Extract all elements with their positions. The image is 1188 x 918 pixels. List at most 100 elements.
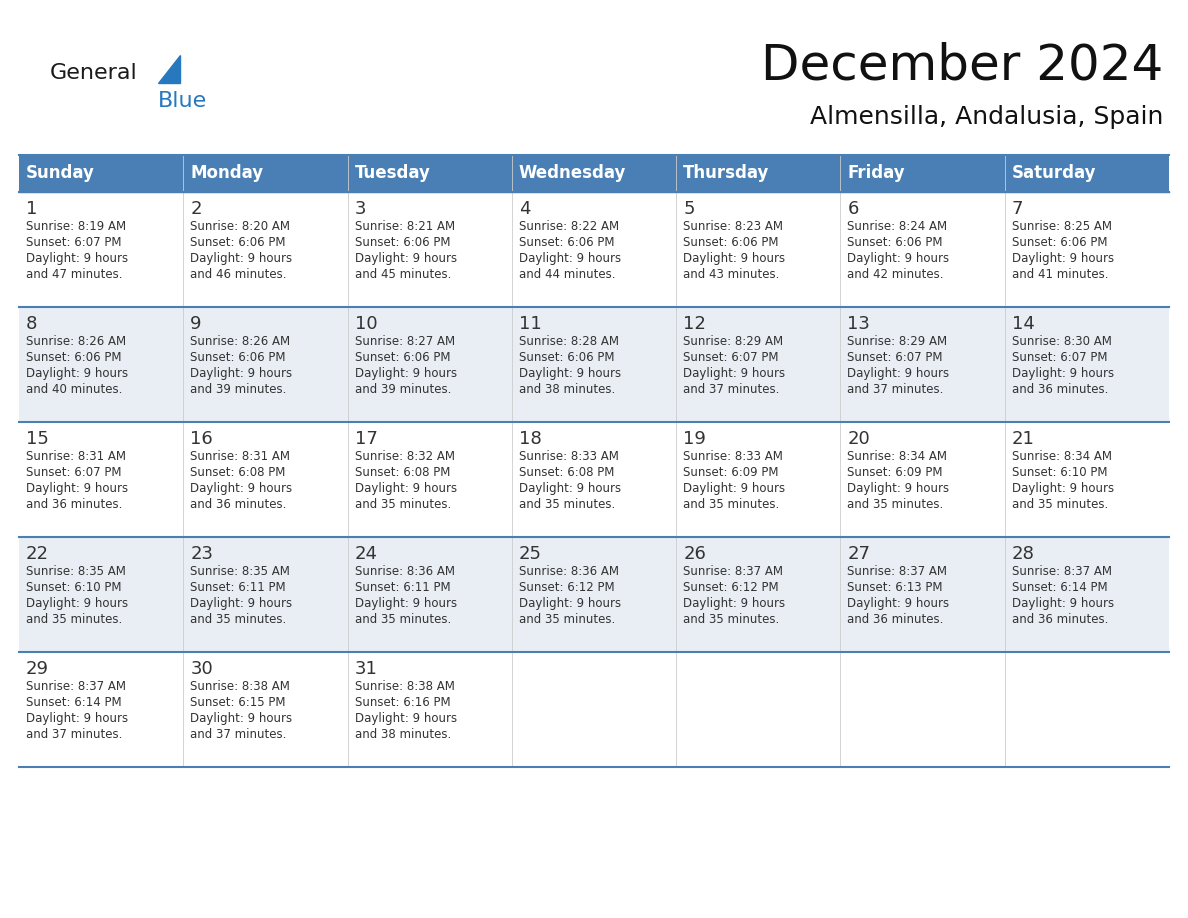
Bar — [348, 307, 512, 422]
Bar — [676, 652, 840, 767]
Text: and 41 minutes.: and 41 minutes. — [1012, 268, 1108, 281]
Text: Sunset: 6:06 PM: Sunset: 6:06 PM — [519, 351, 614, 364]
Text: and 36 minutes.: and 36 minutes. — [26, 498, 122, 511]
Text: and 35 minutes.: and 35 minutes. — [1012, 498, 1108, 511]
Text: Sunset: 6:07 PM: Sunset: 6:07 PM — [1012, 351, 1107, 364]
Text: 28: 28 — [1012, 545, 1035, 563]
Text: and 39 minutes.: and 39 minutes. — [354, 383, 451, 396]
Text: 26: 26 — [683, 545, 706, 563]
Text: Daylight: 9 hours: Daylight: 9 hours — [847, 252, 949, 265]
Text: Sunrise: 8:30 AM: Sunrise: 8:30 AM — [1012, 335, 1112, 348]
Text: Blue: Blue — [158, 91, 207, 111]
Bar — [19, 155, 183, 192]
Text: 5: 5 — [683, 200, 695, 218]
Text: and 42 minutes.: and 42 minutes. — [847, 268, 944, 281]
Text: 3: 3 — [354, 200, 366, 218]
Text: Sunset: 6:06 PM: Sunset: 6:06 PM — [1012, 236, 1107, 249]
Text: Sunrise: 8:31 AM: Sunrise: 8:31 AM — [190, 450, 290, 463]
Bar — [183, 652, 348, 767]
Text: Sunrise: 8:29 AM: Sunrise: 8:29 AM — [847, 335, 948, 348]
Text: Sunday: Sunday — [26, 164, 95, 183]
Text: Daylight: 9 hours: Daylight: 9 hours — [1012, 252, 1114, 265]
Text: 11: 11 — [519, 315, 542, 333]
Text: 19: 19 — [683, 430, 706, 448]
Text: Daylight: 9 hours: Daylight: 9 hours — [847, 367, 949, 380]
Text: Daylight: 9 hours: Daylight: 9 hours — [519, 482, 621, 495]
Text: Sunrise: 8:20 AM: Sunrise: 8:20 AM — [190, 220, 290, 233]
Bar — [676, 537, 840, 652]
Text: Sunset: 6:10 PM: Sunset: 6:10 PM — [26, 581, 121, 594]
Text: Sunset: 6:06 PM: Sunset: 6:06 PM — [190, 236, 286, 249]
Text: Thursday: Thursday — [683, 164, 770, 183]
Text: Sunset: 6:08 PM: Sunset: 6:08 PM — [190, 466, 285, 479]
Text: Sunrise: 8:37 AM: Sunrise: 8:37 AM — [1012, 565, 1112, 578]
Text: Daylight: 9 hours: Daylight: 9 hours — [190, 367, 292, 380]
Text: and 35 minutes.: and 35 minutes. — [190, 613, 286, 626]
Text: 10: 10 — [354, 315, 378, 333]
Text: Daylight: 9 hours: Daylight: 9 hours — [519, 252, 621, 265]
Bar — [1005, 192, 1169, 307]
Text: Sunrise: 8:22 AM: Sunrise: 8:22 AM — [519, 220, 619, 233]
Text: and 43 minutes.: and 43 minutes. — [683, 268, 779, 281]
Text: 31: 31 — [354, 660, 378, 678]
Bar — [348, 652, 512, 767]
Bar — [512, 155, 676, 192]
Text: Sunset: 6:14 PM: Sunset: 6:14 PM — [1012, 581, 1107, 594]
Text: Sunrise: 8:34 AM: Sunrise: 8:34 AM — [847, 450, 947, 463]
Text: Sunset: 6:15 PM: Sunset: 6:15 PM — [190, 696, 286, 709]
Text: Daylight: 9 hours: Daylight: 9 hours — [354, 482, 456, 495]
Text: Sunrise: 8:29 AM: Sunrise: 8:29 AM — [683, 335, 783, 348]
Text: Daylight: 9 hours: Daylight: 9 hours — [26, 597, 128, 610]
Text: Daylight: 9 hours: Daylight: 9 hours — [847, 482, 949, 495]
Text: Daylight: 9 hours: Daylight: 9 hours — [26, 712, 128, 725]
Text: Daylight: 9 hours: Daylight: 9 hours — [519, 367, 621, 380]
Text: and 36 minutes.: and 36 minutes. — [847, 613, 943, 626]
Text: and 35 minutes.: and 35 minutes. — [847, 498, 943, 511]
Text: and 44 minutes.: and 44 minutes. — [519, 268, 615, 281]
Text: Sunrise: 8:27 AM: Sunrise: 8:27 AM — [354, 335, 455, 348]
Text: Sunrise: 8:33 AM: Sunrise: 8:33 AM — [683, 450, 783, 463]
Text: and 38 minutes.: and 38 minutes. — [354, 728, 450, 741]
Text: Sunrise: 8:32 AM: Sunrise: 8:32 AM — [354, 450, 455, 463]
Text: and 35 minutes.: and 35 minutes. — [683, 498, 779, 511]
Text: Sunset: 6:13 PM: Sunset: 6:13 PM — [847, 581, 943, 594]
Text: Saturday: Saturday — [1012, 164, 1097, 183]
Text: Friday: Friday — [847, 164, 905, 183]
Text: Sunset: 6:11 PM: Sunset: 6:11 PM — [354, 581, 450, 594]
Text: Sunrise: 8:26 AM: Sunrise: 8:26 AM — [26, 335, 126, 348]
Text: Sunrise: 8:37 AM: Sunrise: 8:37 AM — [683, 565, 783, 578]
Bar — [840, 652, 1005, 767]
Text: Sunrise: 8:28 AM: Sunrise: 8:28 AM — [519, 335, 619, 348]
Bar — [676, 155, 840, 192]
Bar — [840, 192, 1005, 307]
Text: Almensilla, Andalusia, Spain: Almensilla, Andalusia, Spain — [810, 105, 1163, 129]
Text: and 47 minutes.: and 47 minutes. — [26, 268, 122, 281]
Text: 7: 7 — [1012, 200, 1023, 218]
Text: 1: 1 — [26, 200, 37, 218]
Bar — [840, 537, 1005, 652]
Bar — [512, 192, 676, 307]
Text: 27: 27 — [847, 545, 871, 563]
Bar — [19, 537, 183, 652]
Text: Sunset: 6:06 PM: Sunset: 6:06 PM — [354, 351, 450, 364]
Text: Daylight: 9 hours: Daylight: 9 hours — [683, 482, 785, 495]
Text: General: General — [50, 63, 138, 83]
Text: 25: 25 — [519, 545, 542, 563]
Bar — [348, 155, 512, 192]
Text: and 35 minutes.: and 35 minutes. — [354, 613, 450, 626]
Text: and 35 minutes.: and 35 minutes. — [519, 613, 615, 626]
Text: Sunrise: 8:35 AM: Sunrise: 8:35 AM — [26, 565, 126, 578]
Bar — [183, 422, 348, 537]
Text: and 37 minutes.: and 37 minutes. — [847, 383, 943, 396]
Text: Sunset: 6:07 PM: Sunset: 6:07 PM — [847, 351, 943, 364]
Text: Sunset: 6:09 PM: Sunset: 6:09 PM — [847, 466, 943, 479]
Polygon shape — [158, 55, 181, 83]
Bar — [840, 155, 1005, 192]
Text: and 36 minutes.: and 36 minutes. — [1012, 613, 1108, 626]
Text: Sunrise: 8:33 AM: Sunrise: 8:33 AM — [519, 450, 619, 463]
Text: Sunset: 6:14 PM: Sunset: 6:14 PM — [26, 696, 121, 709]
Text: and 35 minutes.: and 35 minutes. — [519, 498, 615, 511]
Bar — [676, 422, 840, 537]
Bar — [1005, 537, 1169, 652]
Text: Daylight: 9 hours: Daylight: 9 hours — [26, 482, 128, 495]
